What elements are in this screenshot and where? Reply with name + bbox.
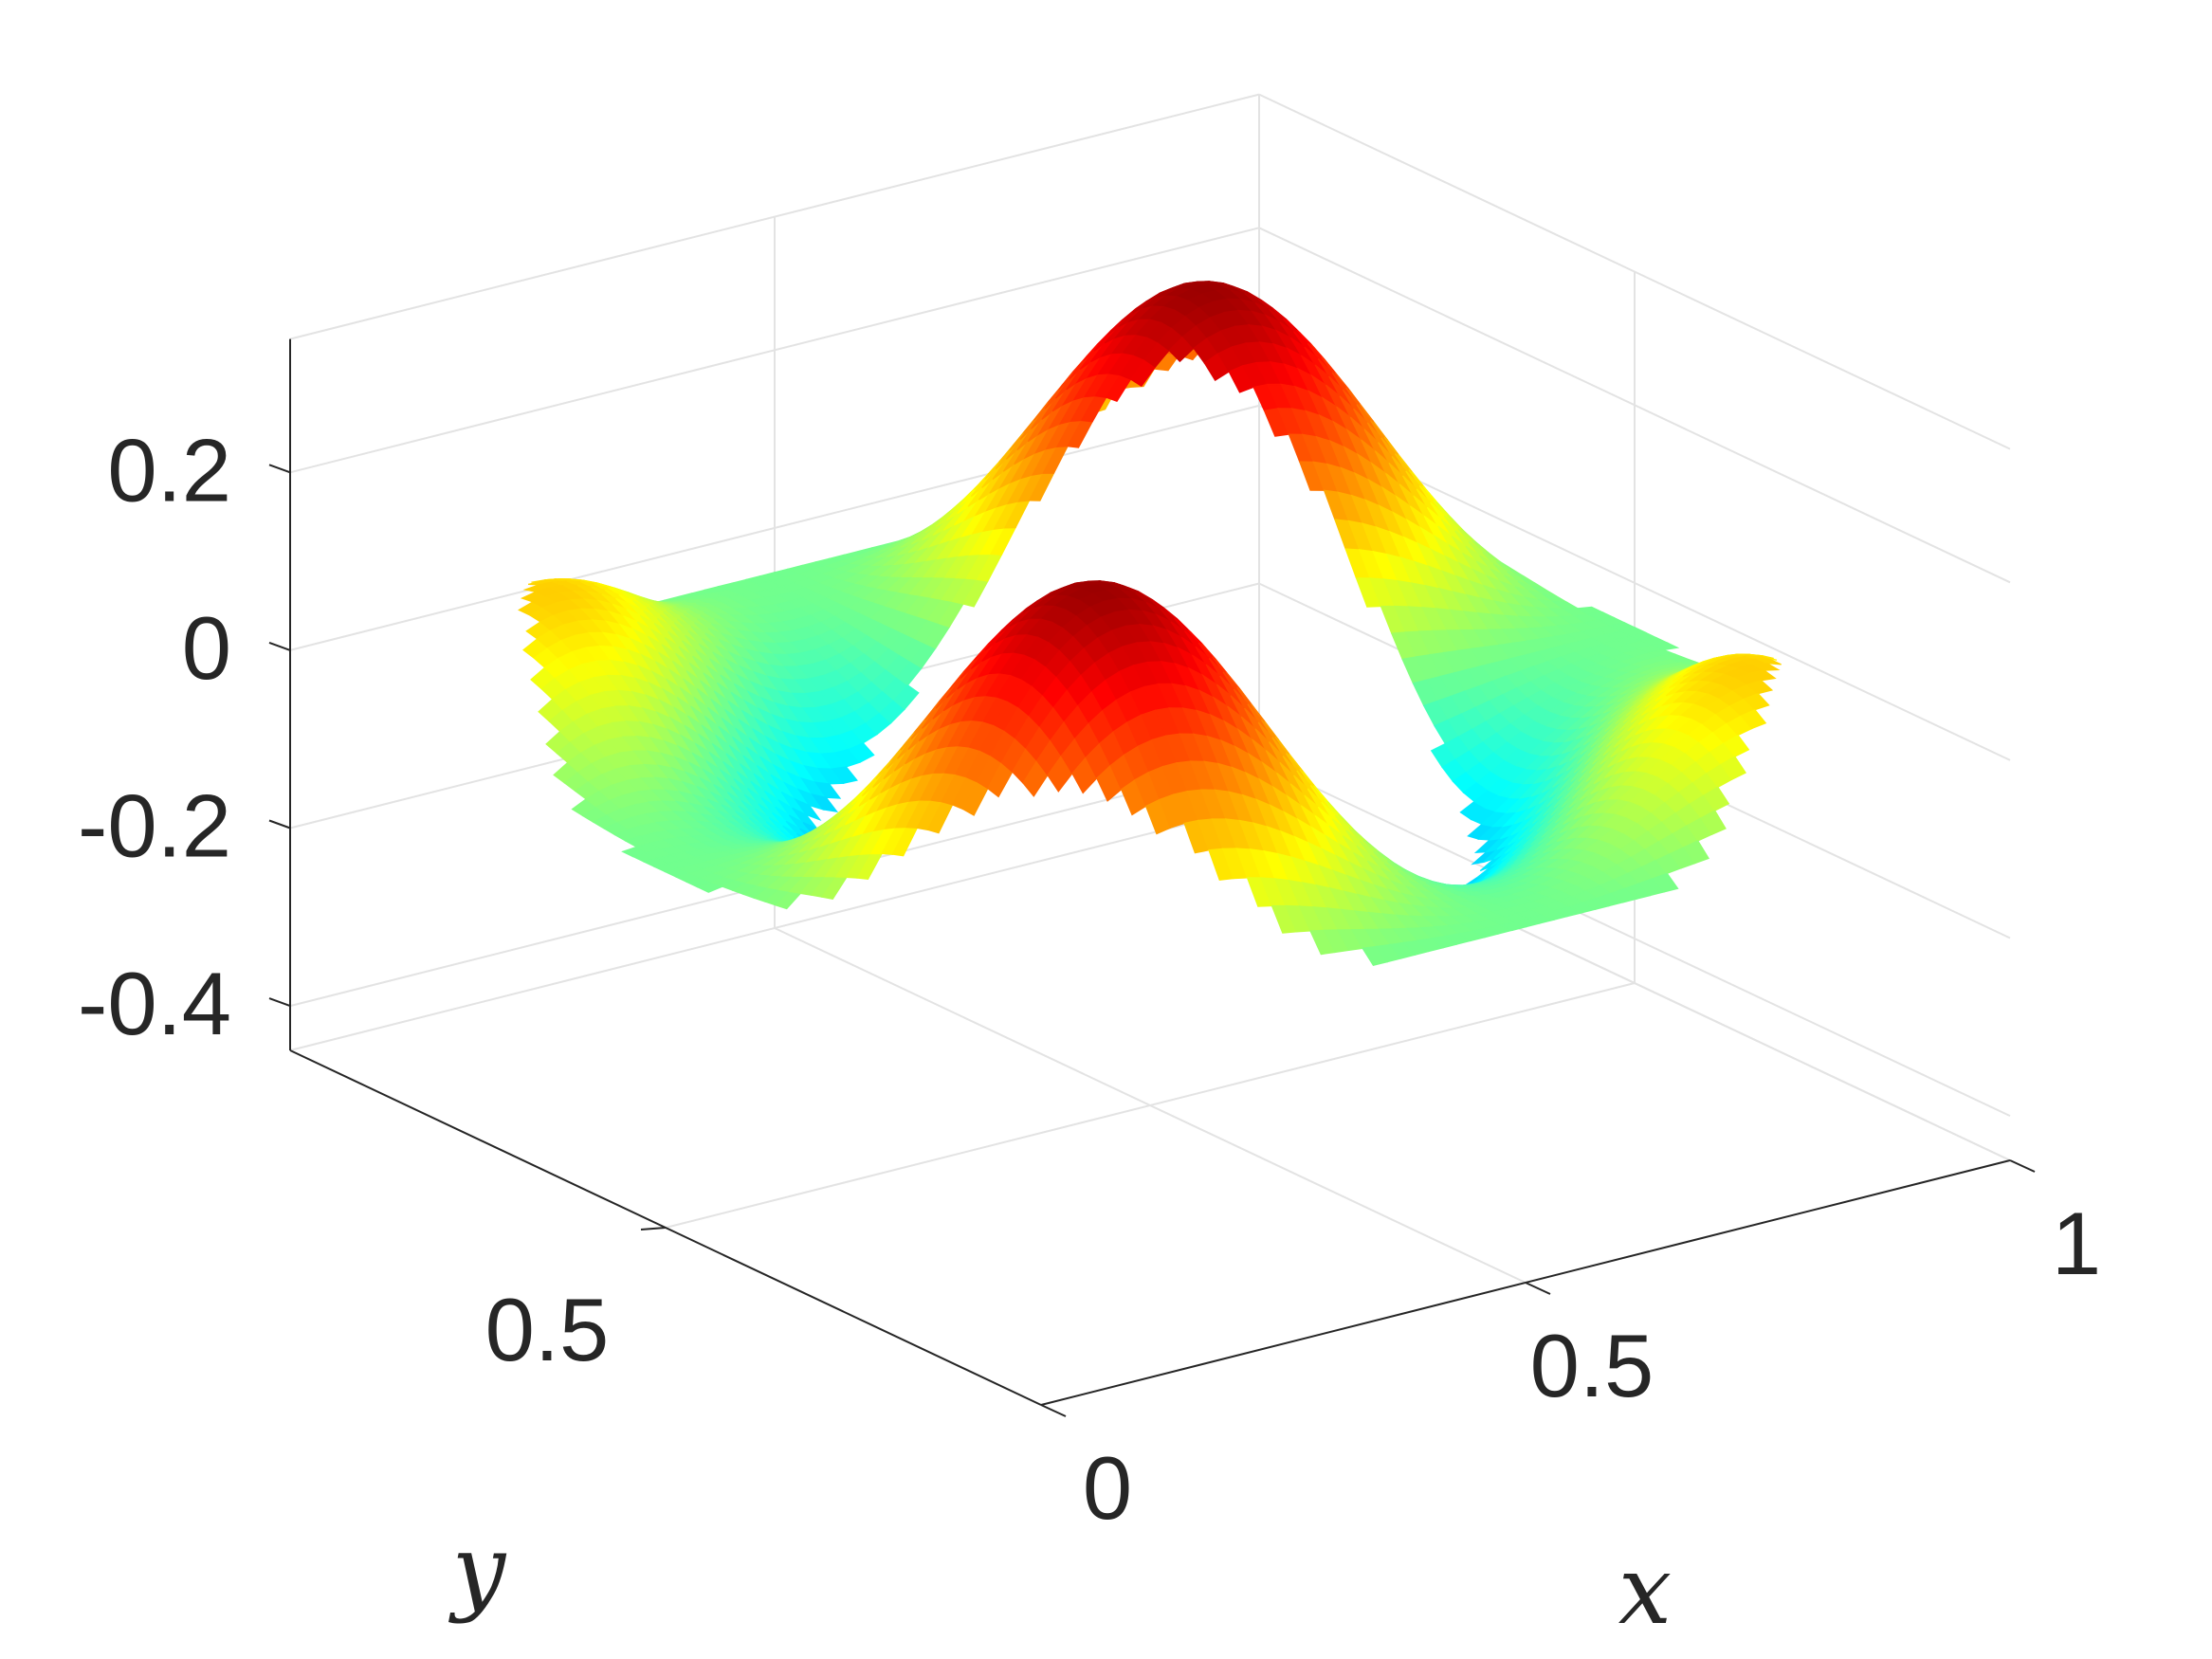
surface-patch	[1743, 692, 1770, 711]
x-axis-label: x	[1618, 1535, 1672, 1646]
y-axis-label: y	[448, 1514, 507, 1625]
surface-patch	[848, 742, 875, 763]
surface-patch	[1748, 669, 1777, 682]
surface-patch	[1651, 642, 1680, 651]
surface-patch	[794, 797, 822, 822]
surface-patch	[1720, 756, 1746, 781]
surface-patch	[1703, 786, 1730, 811]
z-tick-mark	[268, 641, 291, 651]
surface-layer	[518, 281, 1782, 966]
z-tick-label: 0.2	[107, 420, 231, 520]
surface-patch	[1756, 658, 1782, 665]
surface-patch	[1723, 734, 1750, 757]
z-tick-label: -0.4	[78, 954, 231, 1053]
y-gridline	[665, 982, 1636, 1229]
x-tick-label: 0.5	[1530, 1316, 1654, 1415]
surface-patch	[814, 781, 842, 799]
z-tick-label: 0	[182, 598, 231, 698]
surface-patch	[831, 766, 858, 784]
y-tick-label: 0.5	[485, 1280, 610, 1379]
z-tick-label: -0.2	[78, 776, 231, 876]
z-tick-mark	[268, 997, 291, 1008]
surface-patch	[1740, 708, 1767, 730]
surface-patch	[1700, 810, 1727, 836]
surface-patch	[1746, 680, 1774, 695]
x-tick-mark	[1525, 1282, 1551, 1295]
label-layer: x y 0 0.5 1 0.5 0.2 0 -0.2 -0.4	[78, 420, 2101, 1646]
x-tick-mark	[2009, 1159, 2036, 1173]
z-tick-mark	[268, 819, 291, 830]
z-tick-mark	[268, 464, 291, 474]
x-tick-mark	[1040, 1404, 1067, 1417]
x-tick-label: 0	[1083, 1438, 1132, 1538]
x-tick-label: 1	[2052, 1194, 2101, 1293]
surface-patch	[1748, 653, 1774, 660]
surface-patch	[893, 684, 920, 710]
surface-patch	[1683, 840, 1709, 865]
axis-layer	[268, 338, 2036, 1417]
surface-patch	[811, 793, 839, 813]
surface-patch	[1751, 663, 1781, 671]
y-tick-mark	[640, 1227, 667, 1231]
surface-patch	[1652, 872, 1679, 893]
